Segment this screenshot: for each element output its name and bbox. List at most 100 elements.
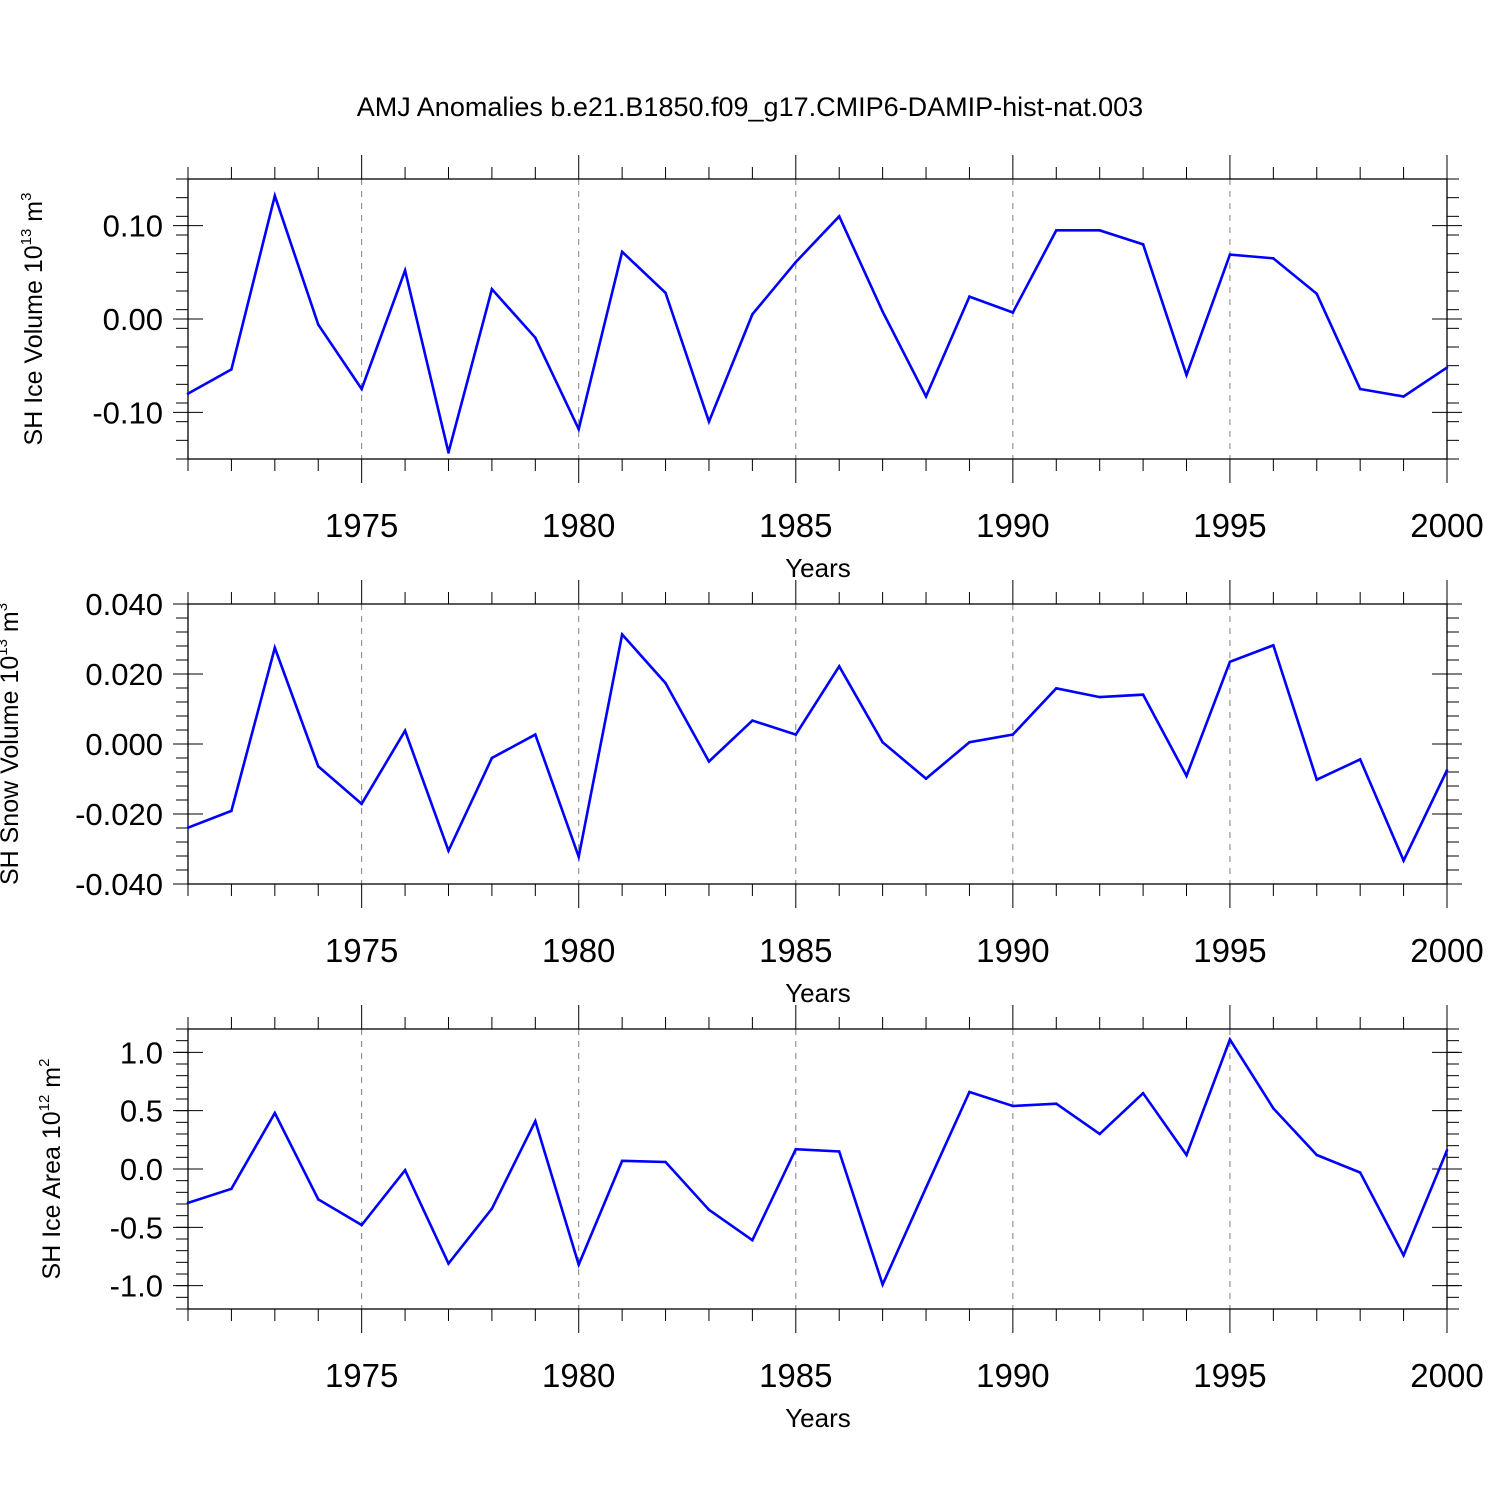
data-point [1011,733,1015,736]
data-point [1358,387,1362,391]
y-tick-label: 0.00 [103,302,163,337]
data-point [490,287,494,291]
x-tick-label: 2000 [1410,932,1483,969]
data-point [316,323,320,326]
data-point [186,1201,190,1205]
x-tick-label: 1990 [976,507,1049,544]
x-tick-label: 1975 [325,507,398,544]
data-point [620,1159,624,1163]
data-point [534,733,537,736]
data-point [1054,1102,1058,1105]
y-axis-label: SH Ice Volume 1013 m3 [18,193,48,446]
y-tick-label: 0.040 [85,587,163,622]
data-point [360,1223,363,1227]
data-point [751,313,754,316]
data-point [1445,366,1449,369]
data-point [924,395,928,398]
x-tick-label: 1975 [325,932,398,969]
data-point [1185,774,1188,778]
data-point [751,1238,754,1242]
x-tick-label: 1995 [1193,507,1266,544]
data-point [1011,311,1015,314]
data-point [1272,644,1275,647]
data-point [837,215,841,218]
data-point [968,295,971,298]
y-tick-label: 0.0 [120,1152,163,1187]
y-tick-label: -1.0 [110,1269,163,1304]
data-point [794,1147,798,1151]
x-tick-label: 1995 [1193,1357,1266,1394]
data-point [1272,257,1275,260]
data-point [620,250,624,254]
data-point [1358,1171,1362,1174]
plot-frame [187,1028,1448,1310]
data-point [924,1186,928,1189]
data-point [316,765,320,768]
data-point [273,1111,277,1115]
data-point [794,260,798,264]
y-tick-label: 1.0 [120,1035,163,1070]
series-line [187,191,1448,453]
data-point [1228,660,1232,664]
data-point [1098,1132,1101,1136]
data-point [1185,1153,1188,1157]
data-point [837,665,841,668]
data-point [316,1198,320,1201]
series-line [187,1036,1449,1289]
y-axis-label: SH Ice Area 1012 m2 [36,1059,66,1280]
y-tick-label: 0.020 [85,657,163,692]
x-tick-label: 1985 [759,1357,832,1394]
data-point [1011,1104,1015,1108]
x-tick-label: 1980 [542,1357,615,1394]
data-point [1402,859,1405,862]
data-point [620,633,624,636]
data-point [273,194,277,198]
data-point [707,760,711,763]
data-point [577,855,581,858]
data-point [577,1263,581,1266]
x-tick-label: 1980 [542,932,615,969]
panel-2: -0.040 -0.020 0.000 0.020 0.040 1975 1980 1985 1… [0,580,1484,1008]
x-axis-label: Years [785,978,851,1008]
data-point [360,387,363,391]
data-point [1228,1038,1232,1041]
panel-1: -0.10 0.00 0.10 1975 1980 1985 1990 1995 2000 Yea… [18,155,1484,583]
data-point [230,368,233,371]
data-point [273,646,277,650]
x-tick-label: 1975 [325,1357,398,1394]
plot-frame [187,603,1448,885]
x-tick-label: 1980 [542,507,615,544]
data-point [664,291,667,295]
panels: -0.10 0.00 0.10 1975 1980 1985 1990 1995 2000 Yea… [0,155,1484,1433]
y-tick-label: 0.5 [120,1094,163,1129]
data-point [403,1168,407,1172]
y-tick-label: -0.040 [75,867,163,902]
data-point [490,756,494,760]
data-point [1272,1107,1275,1110]
x-tick-label: 1985 [759,507,832,544]
y-tick-label: -0.10 [92,395,163,430]
data-point [881,740,884,744]
x-axis-label: Years [785,553,851,583]
data-point [751,719,754,722]
data-point [1141,243,1145,246]
data-point [534,1119,537,1123]
data-point [1054,687,1058,690]
data-point [707,1208,711,1212]
plot-frame [187,178,1448,460]
data-point [794,733,798,736]
data-point [1402,395,1405,398]
data-point [1098,229,1101,232]
data-point [186,826,190,829]
data-point [577,427,581,431]
data-point [1445,768,1449,772]
data-point [1228,253,1232,256]
data-point [968,1090,971,1094]
x-tick-label: 2000 [1410,1357,1483,1394]
panel-3: -1.0 -0.5 0.0 0.5 1.0 1975 1980 1985 1990 1995 200… [36,1005,1484,1433]
data-point [1141,1091,1145,1095]
data-point [924,777,928,780]
data-point [1445,1149,1449,1152]
data-point [881,1283,884,1286]
